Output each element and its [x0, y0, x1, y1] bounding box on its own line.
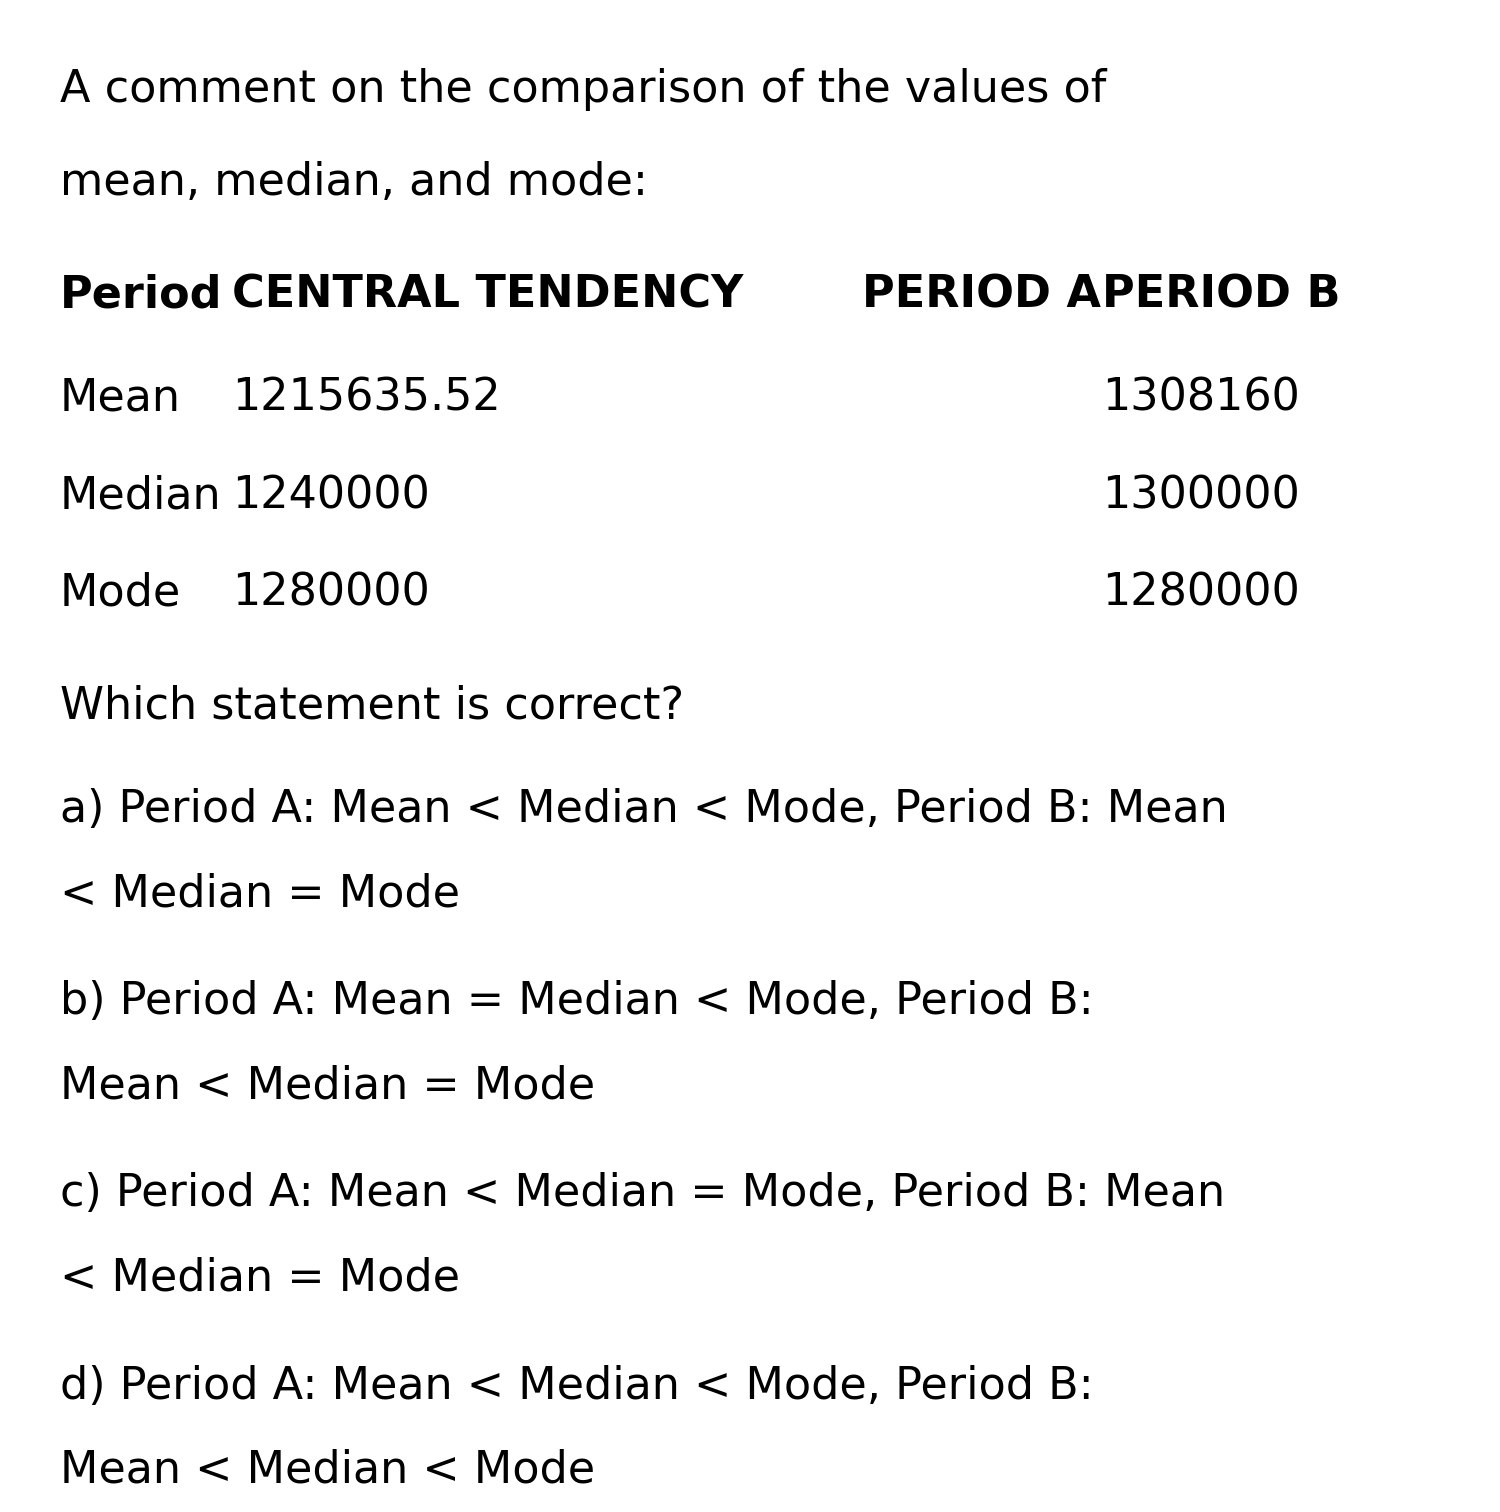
Text: Period: Period — [60, 274, 222, 316]
Text: CENTRAL TENDENCY: CENTRAL TENDENCY — [232, 274, 744, 316]
Text: PERIOD A: PERIOD A — [862, 274, 1101, 316]
Text: PERIOD B: PERIOD B — [1102, 274, 1341, 316]
Text: < Median = Mode: < Median = Mode — [60, 1256, 460, 1300]
Text: b) Period A: Mean = Median < Mode, Period B:: b) Period A: Mean = Median < Mode, Perio… — [60, 980, 1094, 1024]
Text: Mean < Median < Mode: Mean < Median < Mode — [60, 1448, 596, 1492]
Text: 1280000: 1280000 — [1102, 572, 1300, 615]
Text: < Median = Mode: < Median = Mode — [60, 872, 460, 915]
Text: a) Period A: Mean < Median < Mode, Period B: Mean: a) Period A: Mean < Median < Mode, Perio… — [60, 788, 1227, 830]
Text: Mode: Mode — [60, 572, 182, 615]
Text: d) Period A: Mean < Median < Mode, Period B:: d) Period A: Mean < Median < Mode, Perio… — [60, 1364, 1094, 1408]
Text: Median: Median — [60, 475, 222, 517]
Text: 1215635.52: 1215635.52 — [232, 376, 501, 419]
Text: Mean < Median = Mode: Mean < Median = Mode — [60, 1064, 596, 1107]
Text: c) Period A: Mean < Median = Mode, Period B: Mean: c) Period A: Mean < Median = Mode, Perio… — [60, 1172, 1225, 1216]
Text: 1280000: 1280000 — [232, 572, 430, 615]
Text: 1240000: 1240000 — [232, 475, 430, 517]
Text: A comment on the comparison of the values of: A comment on the comparison of the value… — [60, 68, 1107, 110]
Text: 1300000: 1300000 — [1102, 475, 1300, 517]
Text: Which statement is correct?: Which statement is correct? — [60, 685, 684, 727]
Text: 1308160: 1308160 — [1102, 376, 1300, 419]
Text: mean, median, and mode:: mean, median, and mode: — [60, 160, 648, 204]
Text: Mean: Mean — [60, 376, 182, 419]
